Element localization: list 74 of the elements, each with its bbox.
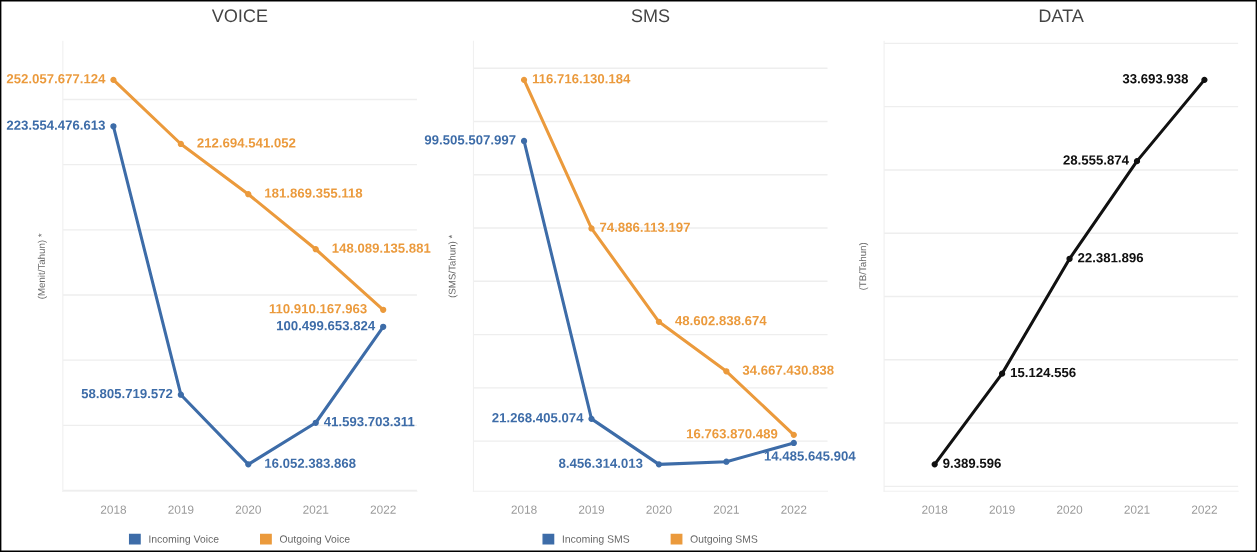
data-label: 41.593.703.311 — [323, 416, 415, 427]
x-tick-label: 2018 — [922, 505, 948, 514]
point — [380, 323, 387, 330]
x-tick-label: 2018 — [100, 505, 127, 514]
x-tick-label: 2021 — [1124, 505, 1150, 514]
point — [245, 461, 252, 468]
point — [177, 140, 184, 148]
data-label: 16.763.870.489 — [686, 429, 778, 439]
x-tick-label: 2020 — [1057, 505, 1083, 514]
point — [1133, 158, 1141, 165]
legend-label: Outgoing Voice — [279, 535, 350, 545]
x-tick-label: 2022 — [1191, 505, 1217, 514]
data-label: 58.805.719.572 — [81, 388, 173, 399]
x-tick-label: 2021 — [713, 505, 739, 514]
data-label: 33.693.938 — [1122, 74, 1189, 84]
point — [998, 370, 1006, 377]
point — [520, 137, 528, 145]
data-label: 116.716.130.184 — [532, 74, 631, 84]
data-label: 252.057.677.124 — [6, 74, 106, 84]
x-tick-label: 2020 — [235, 505, 261, 514]
data-label: 34.667.430.838 — [742, 365, 834, 375]
point — [588, 225, 595, 232]
point — [790, 431, 797, 438]
y-axis-title: (Menit/Tahun) * — [37, 233, 47, 299]
point — [931, 461, 938, 468]
point — [1066, 255, 1073, 262]
point — [655, 461, 663, 468]
point — [1201, 76, 1208, 83]
data-label: 99.505.507.997 — [424, 135, 516, 145]
point — [520, 76, 528, 83]
data-label: 9.389.596 — [943, 458, 1001, 468]
data-label: 212.694.541.052 — [197, 138, 296, 148]
data-label: 110.910.167.963 — [269, 304, 367, 314]
data-label: 8.456.314.013 — [558, 458, 643, 468]
data-label: 148.089.135.881 — [332, 243, 431, 253]
point — [312, 246, 319, 253]
data-label: 74.886.113.197 — [600, 222, 690, 232]
chart-title: SMS — [631, 9, 670, 23]
x-tick-label: 2019 — [578, 505, 605, 514]
data-label: 100.499.653.824 — [276, 320, 376, 331]
y-axis-title: (SMS/Tahun) * — [448, 234, 458, 298]
point — [245, 191, 252, 198]
point — [655, 318, 663, 325]
data-label: 181.869.355.118 — [265, 188, 363, 198]
data-label: 14.485.645.904 — [764, 451, 856, 461]
point — [177, 391, 184, 398]
point — [588, 415, 595, 422]
data-label: 48.602.838.674 — [675, 315, 767, 326]
legend-label: Outgoing SMS — [690, 535, 758, 545]
data-label: 16.052.383.868 — [265, 458, 356, 468]
data-label: 223.554.476.613 — [6, 120, 105, 130]
point — [110, 76, 117, 83]
point — [380, 306, 387, 313]
chart-title: VOICE — [211, 9, 268, 23]
point — [723, 458, 730, 465]
legend-label: Incoming Voice — [149, 535, 219, 545]
point — [790, 439, 797, 447]
x-tick-label: 2019 — [989, 505, 1015, 514]
x-tick-label: 2019 — [168, 505, 194, 514]
x-tick-label: 2022 — [370, 505, 396, 514]
x-tick-label: 2018 — [511, 505, 537, 514]
x-tick-label: 2022 — [781, 505, 807, 514]
data-label: 28.555.874 — [1063, 155, 1129, 165]
chart-title: DATA — [1039, 9, 1084, 22]
x-tick-label: 2021 — [303, 505, 329, 514]
point — [723, 368, 730, 375]
x-tick-label: 2020 — [646, 505, 672, 514]
y-axis-title: (TB/Tahun) — [859, 242, 869, 290]
data-label: 21.268.405.074 — [492, 413, 584, 423]
point — [110, 123, 117, 130]
point — [312, 419, 319, 426]
data-label: 15.124.556 — [1010, 367, 1076, 378]
data-label: 22.381.896 — [1078, 253, 1144, 263]
legend-label: Incoming SMS — [562, 535, 630, 545]
